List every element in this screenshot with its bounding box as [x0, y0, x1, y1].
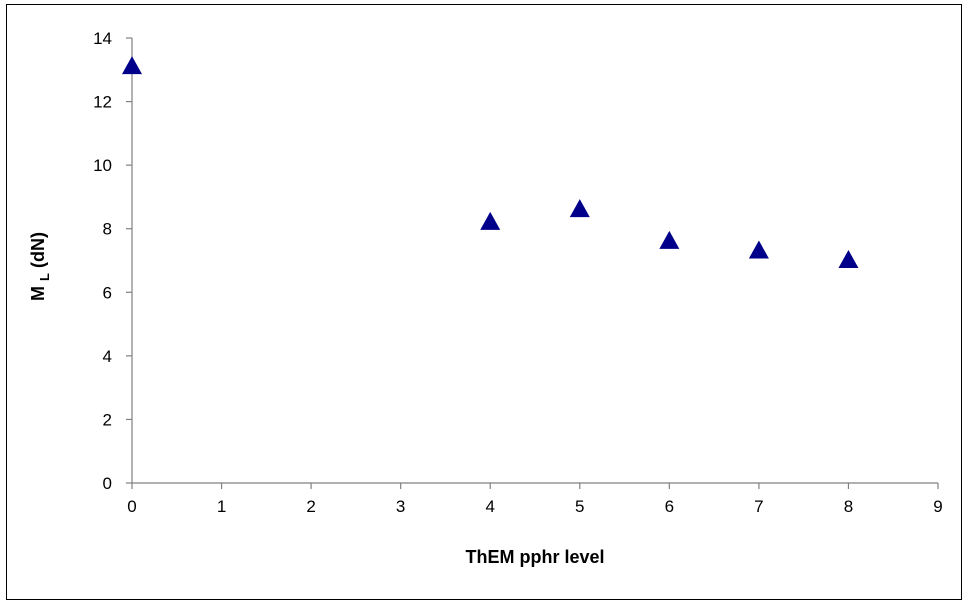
data-point-triangle [659, 230, 680, 249]
x-tick-label: 3 [396, 497, 405, 516]
data-point-triangle [569, 199, 590, 218]
y-axis-title-main: M [28, 286, 48, 301]
x-tick-label: 8 [844, 497, 853, 516]
y-axis-title-subscript: L [37, 273, 52, 281]
y-tick-label: 14 [93, 29, 112, 48]
x-tick-label: 4 [485, 497, 494, 516]
x-tick-label: 7 [754, 497, 763, 516]
y-tick-label: 2 [103, 410, 112, 429]
y-tick-label: 12 [93, 93, 112, 112]
x-tick-label: 1 [217, 497, 226, 516]
x-tick-label: 5 [575, 497, 584, 516]
data-point-triangle [838, 250, 859, 268]
x-tick-label: 9 [933, 497, 942, 516]
axes [126, 37, 939, 489]
x-tick-label: 0 [127, 497, 136, 516]
x-axis-title: ThEM pphr level [465, 547, 604, 567]
data-point-triangle [480, 211, 501, 230]
data-point-triangle [122, 56, 142, 75]
y-axis-title: M L (dN) [28, 232, 53, 301]
y-axis-title-suffix: (dN) [28, 232, 48, 268]
y-tick-label: 6 [103, 283, 112, 302]
y-tick-label: 8 [103, 220, 112, 239]
data-points [122, 56, 859, 268]
x-tick-label: 2 [306, 497, 315, 516]
y-tick-label: 4 [103, 347, 112, 366]
y-tick-label: 10 [93, 156, 112, 175]
y-tick-label: 0 [103, 474, 112, 493]
data-point-triangle [748, 240, 769, 259]
x-tick-label: 6 [665, 497, 674, 516]
chart-frame [6, 4, 962, 600]
